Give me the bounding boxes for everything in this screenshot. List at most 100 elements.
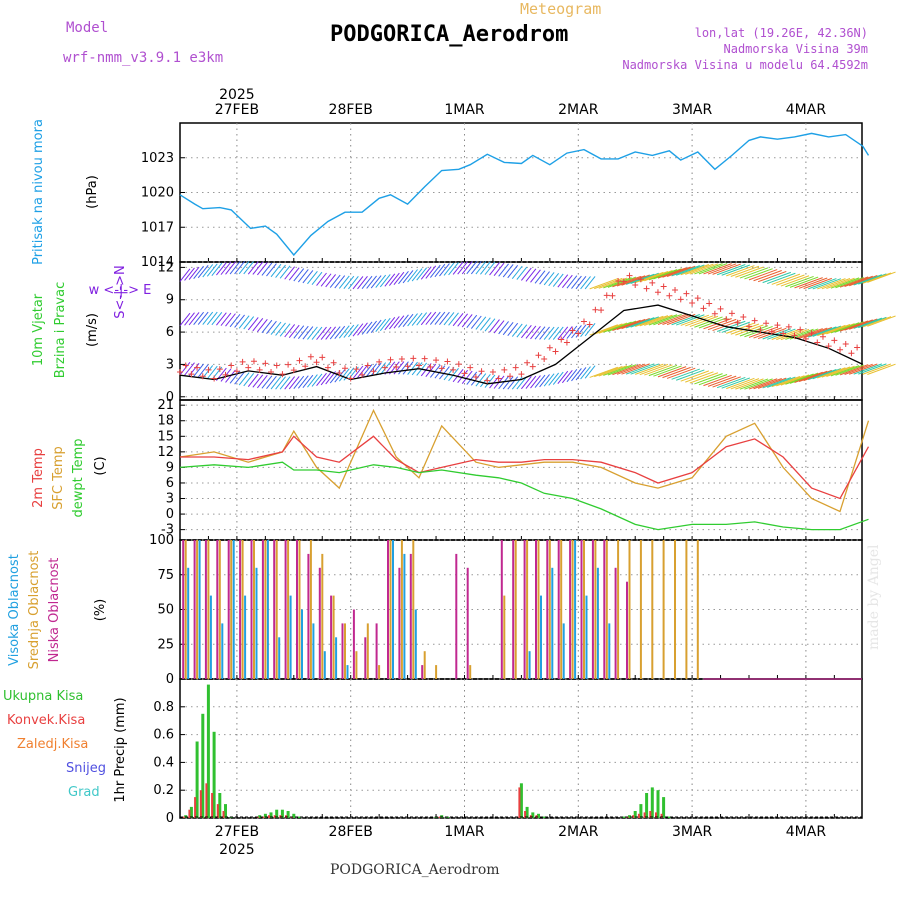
wind-vector xyxy=(288,267,300,281)
wind-tick-label: 0 xyxy=(166,390,174,405)
mid-cloud-bar xyxy=(435,665,438,679)
wind-vector xyxy=(393,271,405,286)
total-precip-bar xyxy=(275,809,279,818)
wind-vector xyxy=(275,376,286,390)
wind-vector xyxy=(370,319,382,333)
wind-vector xyxy=(475,373,487,387)
wind-vector xyxy=(229,370,241,384)
wind-obs-marker xyxy=(768,328,775,335)
pressure-unit-label: (hPa) xyxy=(85,175,100,209)
total-precip-bar xyxy=(645,793,649,818)
wind-obs-marker xyxy=(700,305,707,312)
wind-obs-marker xyxy=(421,355,428,362)
wind-vector xyxy=(657,313,687,326)
total-precip-bar xyxy=(633,811,637,818)
wind-obs-marker xyxy=(370,368,377,375)
wind-vector xyxy=(539,271,550,285)
wind-vector xyxy=(348,324,359,338)
wind-vector xyxy=(416,312,428,326)
wind-vector xyxy=(557,274,569,288)
wind-vector xyxy=(612,319,641,331)
wind-vector xyxy=(621,363,650,375)
wind-vector xyxy=(561,326,573,340)
wind-vector xyxy=(858,273,887,285)
wind-vector xyxy=(416,267,428,281)
wind-vector xyxy=(466,261,478,275)
wind-vector xyxy=(525,375,537,389)
top-date-label: 2MAR xyxy=(558,102,599,118)
mid-cloud-bar xyxy=(264,540,267,679)
wind-obs-marker xyxy=(313,359,320,366)
wind-vector xyxy=(557,326,569,340)
wind-vector xyxy=(320,372,332,386)
wind-vector xyxy=(466,314,478,329)
high-cloud-bar xyxy=(562,623,565,679)
wind-obs-marker xyxy=(319,354,326,361)
wind-obs-marker xyxy=(489,368,496,375)
wind-vector xyxy=(452,368,464,383)
wind-vector xyxy=(812,325,842,337)
temperature-tick-label: 3 xyxy=(166,492,174,507)
high-cloud-bar xyxy=(551,567,554,679)
wind-vector xyxy=(817,278,846,290)
mid-cloud-bar xyxy=(400,540,403,679)
wind-vector xyxy=(817,367,846,379)
precip-tick-label: 0 xyxy=(166,811,174,826)
wind-vector xyxy=(844,319,873,331)
wind-vector xyxy=(425,311,437,325)
wind-obs-marker xyxy=(364,362,371,369)
wind-obs-marker xyxy=(654,289,661,296)
low-cloud-bar xyxy=(375,623,378,679)
total-precip-bar xyxy=(189,806,193,818)
wind-vector xyxy=(275,322,286,336)
wind-vector xyxy=(694,263,723,275)
wind-vector xyxy=(808,278,837,290)
wind-vector xyxy=(548,272,560,287)
wind-vector xyxy=(366,275,377,289)
wind-vector xyxy=(384,317,396,331)
low-cloud-bar xyxy=(500,540,503,679)
wind-vector xyxy=(603,277,632,289)
wind-vector xyxy=(689,372,719,384)
wind-vector xyxy=(748,378,778,390)
mid-cloud-bar xyxy=(651,540,654,679)
wind-vector xyxy=(516,324,528,338)
temperature-tick-label: 12 xyxy=(157,445,174,460)
wind-vector xyxy=(552,273,564,287)
wind-obs-marker xyxy=(717,305,724,312)
low-cloud-bar xyxy=(193,540,196,679)
wind-vector xyxy=(757,377,787,389)
high-cloud-bar xyxy=(312,623,315,679)
wind-vector xyxy=(753,378,782,390)
wind-obs-marker xyxy=(524,359,531,366)
wind-vector xyxy=(348,276,359,290)
high-cloud-bar xyxy=(221,623,224,679)
wind-vector xyxy=(320,326,332,340)
wind-vector xyxy=(771,328,801,340)
wind-vector xyxy=(302,270,314,284)
cloud-tick-label: 0 xyxy=(166,672,174,687)
wind-vector xyxy=(302,374,314,389)
wind-vector xyxy=(502,322,514,336)
wind-vector xyxy=(206,311,218,325)
wind-vector xyxy=(343,275,355,290)
precip-tick-label: 0.2 xyxy=(153,783,174,798)
wind-vector xyxy=(498,321,509,335)
wind-obs-marker xyxy=(598,307,605,314)
wind-obs-marker xyxy=(603,292,610,299)
wind-vector xyxy=(489,262,500,276)
wind-vector xyxy=(821,324,851,336)
wind-vector xyxy=(179,312,191,327)
wind-vector xyxy=(389,316,400,330)
low-cloud-bar xyxy=(364,637,367,679)
wind-vector xyxy=(407,361,418,375)
wind-vector xyxy=(311,326,323,340)
wind-vector xyxy=(247,261,259,275)
wind-vector xyxy=(598,365,628,377)
wind-vector xyxy=(316,372,327,387)
wind-vector xyxy=(780,275,810,287)
wind-vector xyxy=(293,268,305,282)
wind-vector xyxy=(498,263,509,277)
wind-obs-marker xyxy=(330,359,337,366)
wind-obs-markers xyxy=(177,272,861,384)
